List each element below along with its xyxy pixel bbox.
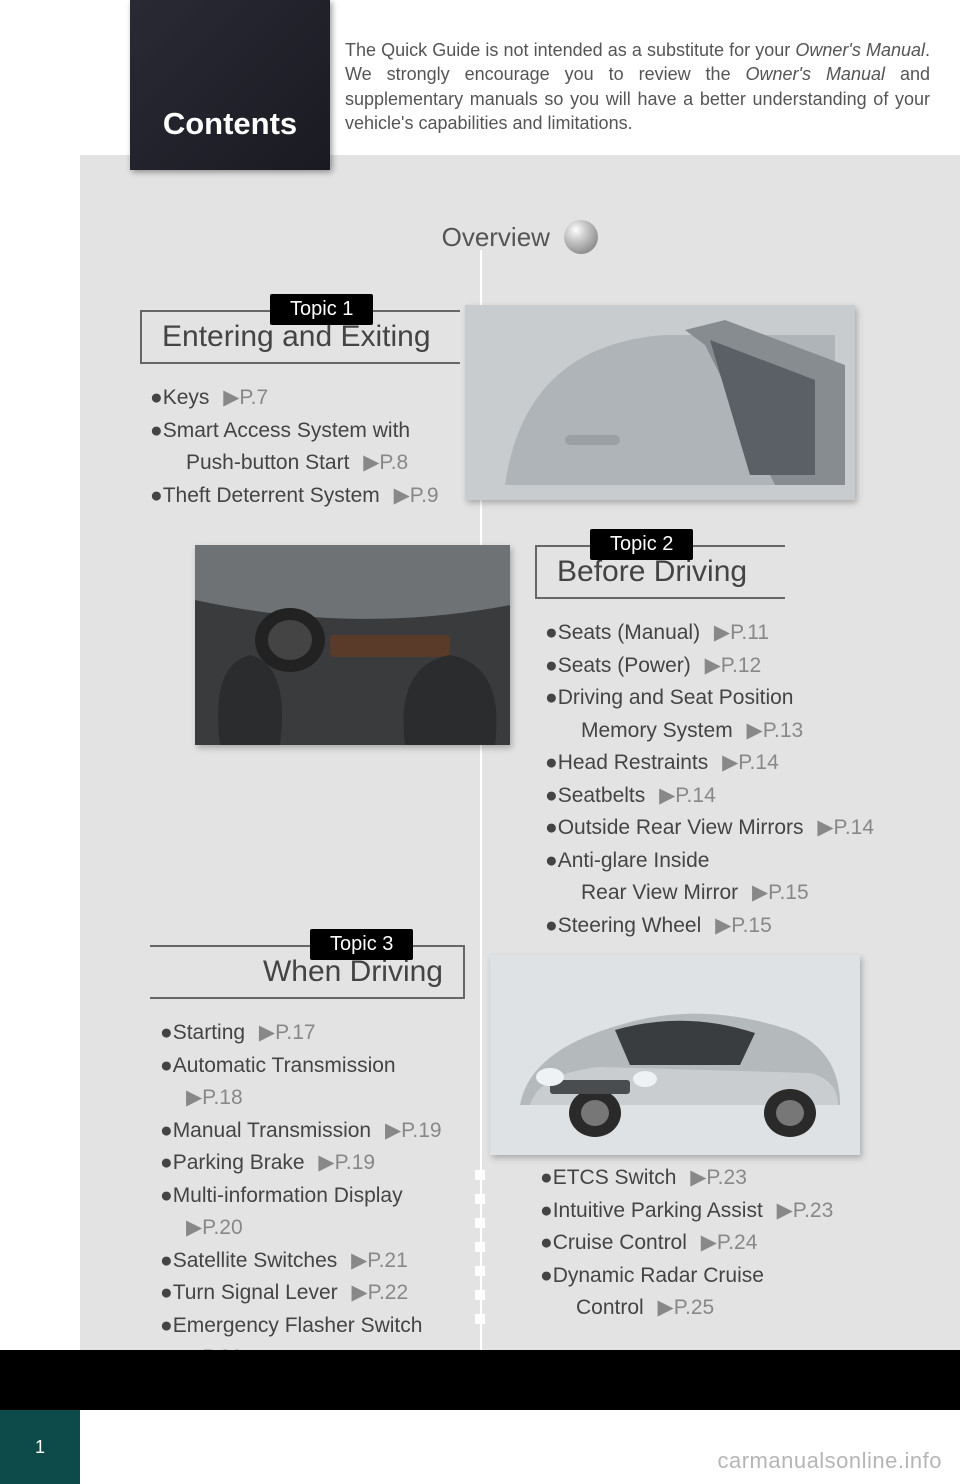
topic-2-items: ●Seats (Manual) ▶P.11●Seats (Power) ▶P.1…: [535, 617, 935, 942]
page-number: 1: [35, 1437, 45, 1458]
list-item: ●Turn Signal Lever ▶P.22: [160, 1277, 465, 1310]
topic-2-block: Topic 2 Before Driving ●Seats (Manual) ▶…: [535, 545, 935, 942]
list-item: ●Anti-glare InsideRear View Mirror ▶P.15: [545, 845, 935, 910]
list-item: ●Seats (Power) ▶P.12: [545, 650, 935, 683]
topic-3-badge: Topic 3: [310, 929, 413, 960]
page: Contents The Quick Guide is not intended…: [0, 0, 960, 1410]
topic-3-block: Topic 3 When Driving ●Starting ▶P.17●Aut…: [150, 945, 465, 1408]
overview-label: Overview: [442, 222, 550, 253]
photo-door: [465, 305, 855, 500]
topic-3-title: When Driving: [150, 945, 465, 999]
list-item: ●Head Restraints ▶P.14: [545, 747, 935, 780]
list-item: ●Multi-information Display ▶P.20: [160, 1180, 465, 1245]
list-item: ●ETCS Switch ▶P.23: [540, 1162, 930, 1195]
footer-bar: [0, 1350, 960, 1410]
photo-interior: [195, 545, 510, 745]
car-interior-icon: [195, 545, 510, 745]
topic-1-items: ●Keys ▶P.7●Smart Access System withPush-…: [140, 382, 460, 512]
list-item: ●Driving and Seat PositionMemory System …: [545, 682, 935, 747]
topic-1-block: Topic 1 Entering and Exiting ●Keys ▶P.7●…: [140, 310, 460, 512]
list-item: ●Satellite Switches ▶P.21: [160, 1245, 465, 1278]
list-item: ●Keys ▶P.7: [150, 382, 460, 415]
list-item: ●Dynamic Radar CruiseControl ▶P.25: [540, 1260, 930, 1325]
topic-2-badge: Topic 2: [590, 529, 693, 560]
car-exterior-icon: [490, 955, 860, 1155]
list-item: ●Cruise Control ▶P.24: [540, 1227, 930, 1260]
list-item: ●Manual Transmission ▶P.19: [160, 1115, 465, 1148]
overview-dot-icon: [564, 220, 598, 254]
watermark: carmanualsonline.info: [717, 1448, 942, 1474]
contents-label: Contents: [163, 106, 297, 142]
contents-tab: Contents: [130, 0, 330, 170]
page-number-box: 1: [0, 1410, 80, 1484]
list-item: ●Steering Wheel ▶P.15: [545, 910, 935, 943]
list-item: ●Smart Access System withPush-button Sta…: [150, 415, 460, 480]
topic-3-items-right: ●ETCS Switch ▶P.23●Intuitive Parking Ass…: [530, 1162, 930, 1325]
list-item: ●Theft Deterrent System ▶P.9: [150, 480, 460, 513]
list-item: ●Seats (Manual) ▶P.11: [545, 617, 935, 650]
photo-car: [490, 955, 860, 1155]
overview-row: Overview: [80, 220, 960, 254]
list-item: ●Intuitive Parking Assist ▶P.23: [540, 1195, 930, 1228]
topic-3-items-left: ●Starting ▶P.17●Automatic Transmission ▶…: [150, 1017, 465, 1408]
list-item: ●Seatbelts ▶P.14: [545, 780, 935, 813]
list-item: ●Automatic Transmission ▶P.18: [160, 1050, 465, 1115]
list-item: ●Starting ▶P.17: [160, 1017, 465, 1050]
topic-1-badge: Topic 1: [270, 294, 373, 325]
topic-3-right-block: ●ETCS Switch ▶P.23●Intuitive Parking Ass…: [530, 1162, 930, 1325]
car-door-icon: [465, 305, 855, 500]
center-squares: [475, 1170, 485, 1338]
list-item: ●Parking Brake ▶P.19: [160, 1147, 465, 1180]
intro-text: The Quick Guide is not intended as a sub…: [345, 38, 930, 135]
list-item: ●Outside Rear View Mirrors ▶P.14: [545, 812, 935, 845]
